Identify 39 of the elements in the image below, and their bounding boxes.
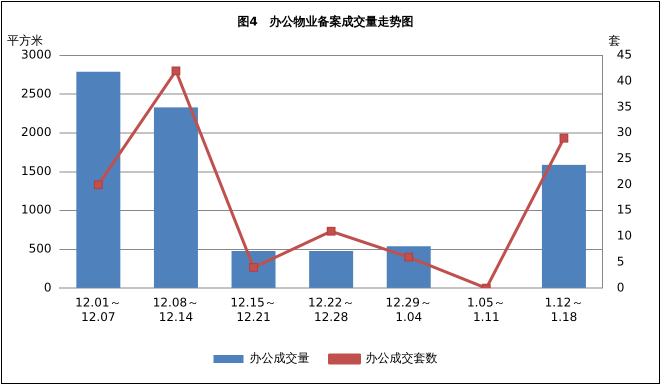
y2-tick-label: 0	[616, 280, 624, 294]
point	[172, 66, 180, 76]
point	[560, 134, 568, 143]
bar	[542, 164, 586, 288]
y2-tick-label: 10	[616, 228, 632, 243]
y-tick-label: 1000	[20, 202, 52, 217]
y2-tick-label: 20	[616, 176, 632, 191]
x-tick-label: 1.05～ 1.11	[466, 296, 506, 324]
legend-label: 办公成交量	[250, 351, 310, 366]
y2-tick-label: 35	[616, 99, 632, 114]
y-tick-label: 500	[28, 242, 52, 256]
y2-tick-label: 25	[616, 150, 632, 165]
x-tick-label: 12.22～ 12.28	[308, 296, 354, 324]
point	[326, 226, 336, 236]
x-tick-label: 12.29～ 1.04	[386, 296, 432, 324]
y2-tick-label: 40	[616, 73, 632, 88]
y-tick-label: 1500	[20, 164, 52, 178]
point	[249, 263, 258, 272]
chart-title: 图4 办公物业备案成交量走势图	[237, 14, 414, 28]
y-axis-title: 平方米	[7, 34, 43, 48]
y2-tick-label: 15	[616, 202, 632, 217]
x-tick-label: 12.01～ 12.07	[75, 296, 122, 324]
x-tick-label: 12.08～ 12.14	[152, 296, 200, 324]
y2-tick-label: 30	[616, 125, 632, 140]
bar	[309, 250, 354, 288]
bar	[76, 72, 120, 288]
y2-axis-title: 套	[608, 34, 621, 48]
y2-tick-label: 5	[616, 254, 624, 268]
x-tick-label: 1.12～ 1.18	[544, 296, 584, 324]
legend-label: 办公成交套数	[366, 351, 438, 366]
y-tick-label: 2500	[20, 86, 52, 100]
point	[404, 252, 414, 262]
x-tick-label: 12.15～ 12.21	[230, 296, 277, 324]
bar	[154, 107, 198, 288]
y-tick-label: 0	[44, 280, 52, 294]
y2-tick-label: 45	[616, 48, 632, 62]
y-tick-label: 3000	[20, 48, 52, 62]
y-tick-label: 2000	[20, 125, 52, 140]
point	[94, 180, 103, 190]
